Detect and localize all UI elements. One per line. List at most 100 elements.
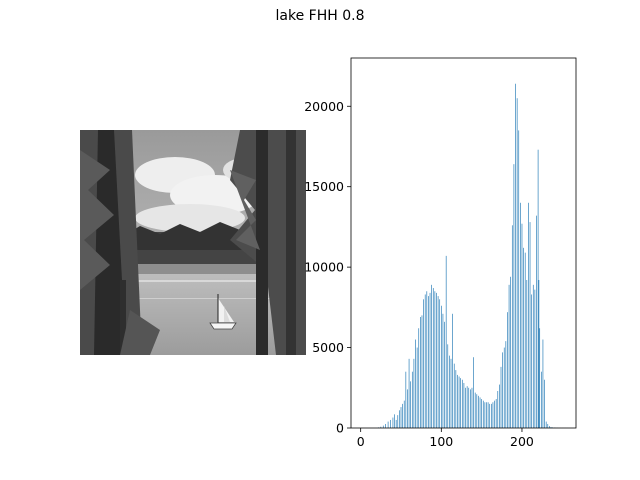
histogram-bar	[500, 366, 502, 428]
histogram-bar	[476, 394, 478, 428]
histogram-bar	[529, 222, 531, 428]
histogram-bar	[390, 419, 391, 428]
histogram-bar	[523, 247, 524, 428]
histogram-bar	[407, 389, 408, 428]
histogram-bar	[394, 414, 395, 428]
histogram-bar	[418, 328, 420, 428]
y-tick-label: 0	[336, 421, 344, 436]
histogram-bar	[508, 284, 510, 428]
histogram-bar	[542, 339, 544, 428]
y-tick-label: 15000	[304, 179, 344, 194]
histogram-bar	[536, 215, 537, 428]
histogram-bar	[487, 402, 489, 428]
histogram-bar	[413, 358, 415, 428]
histogram-bar	[486, 402, 487, 428]
histogram-bar	[434, 291, 436, 428]
histogram-bar	[432, 288, 434, 428]
histogram-bar	[436, 292, 437, 428]
figure-title: lake FHH 0.8	[275, 8, 365, 24]
x-tick-label: 0	[357, 434, 365, 449]
histogram-bar	[544, 379, 545, 428]
histogram-bar	[410, 381, 411, 428]
histogram-bar	[452, 313, 453, 428]
histogram-bar	[423, 299, 424, 428]
histogram-bar	[387, 421, 389, 428]
histogram-bar	[549, 426, 550, 428]
histogram-bar	[457, 374, 458, 428]
histogram-bar	[382, 425, 384, 428]
histogram-bar	[495, 399, 497, 428]
histogram-bar	[431, 284, 432, 428]
histogram-bar	[520, 202, 521, 428]
histogram-bar	[482, 400, 484, 428]
histogram-bar	[532, 284, 534, 428]
histogram-bar	[458, 376, 460, 428]
histogram-bar	[494, 400, 495, 428]
histogram-bar	[511, 225, 513, 428]
histogram-bar	[473, 357, 474, 428]
histogram-bar	[395, 419, 397, 428]
histogram-bar	[405, 371, 407, 428]
histogram-bar	[515, 83, 516, 429]
histogram-bar	[489, 403, 491, 428]
histogram-bar	[463, 382, 465, 428]
histogram-bar	[484, 402, 486, 428]
histogram-bar	[455, 370, 457, 428]
x-tick-label: 200	[510, 434, 534, 449]
histogram-bar	[468, 387, 470, 428]
histogram-bar	[437, 296, 439, 428]
histogram-bar	[497, 391, 499, 428]
histogram-bar	[380, 426, 382, 428]
histogram-bar	[531, 294, 532, 428]
histogram-bar	[502, 352, 503, 428]
histogram-bar	[503, 347, 505, 428]
histogram-bar	[441, 305, 442, 428]
histogram-bar	[471, 387, 473, 428]
histogram-bar	[547, 423, 549, 428]
histogram-bar	[516, 98, 518, 428]
histogram-bar	[426, 291, 428, 428]
histogram-bar	[491, 403, 492, 428]
histogram-bar	[447, 344, 449, 428]
histogram-bar	[403, 400, 405, 428]
histogram-bar	[499, 384, 500, 428]
histogram-bar	[521, 223, 523, 428]
y-axis-ticks: 0 5000 10000 15000 20000	[304, 99, 351, 436]
histogram-bar	[445, 255, 447, 428]
histogram-bar	[474, 392, 476, 428]
histogram-bar	[481, 399, 482, 428]
lake-photo	[80, 130, 306, 355]
histogram-bar	[507, 312, 508, 428]
y-tick-label: 5000	[312, 340, 344, 355]
histogram-bar	[453, 363, 455, 428]
histogram-bar	[400, 407, 402, 428]
histogram-bar	[518, 130, 520, 428]
x-tick-label: 100	[429, 434, 453, 449]
axes-frame	[350, 57, 577, 429]
histogram-bar	[537, 149, 539, 428]
histogram-bar	[461, 379, 463, 428]
histogram-bar	[421, 315, 423, 428]
y-tick-label: 10000	[304, 260, 344, 275]
histogram-bar	[424, 294, 426, 428]
histogram-bar	[526, 280, 528, 428]
histogram-bar	[492, 402, 494, 428]
histogram-bar	[524, 252, 526, 428]
histogram-bar	[392, 417, 394, 428]
histogram-bar	[397, 415, 399, 428]
histogram-bar	[478, 395, 479, 428]
histogram-bar	[465, 387, 466, 428]
histogram-bar	[402, 403, 403, 428]
x-axis-ticks: 0 100 200	[357, 428, 534, 449]
histogram-bar	[513, 164, 515, 429]
histogram-bar	[450, 358, 452, 428]
histogram-bar	[550, 427, 552, 428]
histogram-bar	[479, 397, 481, 428]
histogram-bar	[408, 358, 410, 428]
histogram-bar	[470, 389, 471, 428]
histogram-bar	[411, 371, 413, 428]
histogram-bar	[415, 339, 416, 428]
histogram-bar	[528, 202, 529, 428]
histogram-bar	[399, 410, 400, 428]
